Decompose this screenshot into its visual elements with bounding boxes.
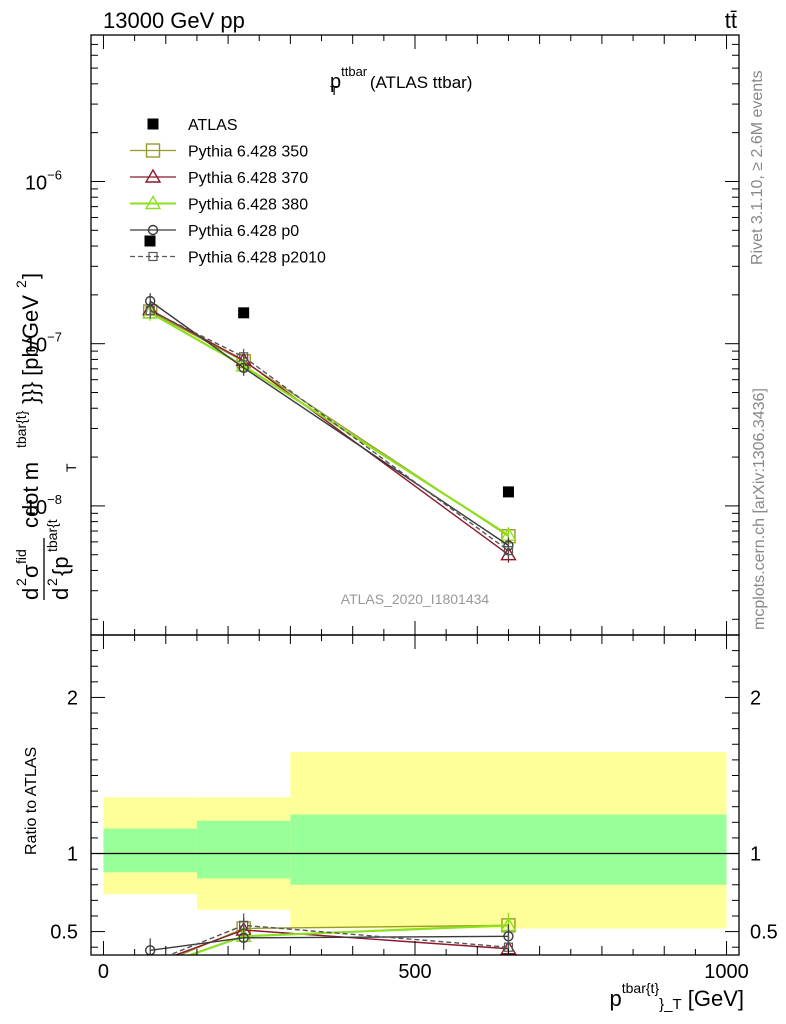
main-ytick-label-2: 10−8 [25,492,62,519]
ratio-band-green-1 [196,820,291,879]
ratio-axis-ticks: 0.5 0.5 1 1 2 2 0 500 1000 [50,634,778,983]
main-series-group [141,293,517,563]
ylabel-p-sub: T [63,463,79,472]
main-title-rest: (ATLAS ttbar) [365,73,472,92]
xlabel-unit: [GeV] [682,986,744,1011]
ylabel-sigma: σ [18,564,43,578]
ratio-plot-area [91,752,739,974]
ratio-xtick-label-2: 1000 [704,961,749,983]
legend-label-5: Pythia 6.428 p2010 [188,250,326,267]
legend-label-2: Pythia 6.428 370 [188,170,308,187]
rivet-version-label: Rivet 3.1.10, ≥ 2.6M events [749,70,766,265]
legend-marker-5 [148,251,158,262]
analysis-watermark: ATLAS_2020_I1801434 [341,591,490,607]
main-title-p: p [330,71,341,93]
main-plot-area [141,293,517,563]
ytick-base: 10 [25,497,47,519]
ratio-band-green-2 [290,814,727,885]
main-ytick-label-1: 10−7 [25,330,62,357]
ratio-point-2-0 [143,962,157,974]
legend-extra-marker [144,235,156,247]
main-axis-ticks: 10−610−710−8 [25,34,739,635]
legend: ATLAS Pythia 6.428 350 Pythia 6.428 370 Pyt… [130,117,326,267]
ytick-exponent: −6 [47,167,62,182]
main-title-sup: ttbar [341,64,368,79]
ytick-exponent: −8 [47,492,62,507]
ylabel-d2-sup: 2 [44,578,60,586]
xlabel-sub: }_T [659,996,682,1013]
legend-label-0: ATLAS [188,117,238,134]
ytick-base: 10 [25,172,47,194]
svg-text:d: d [18,588,43,600]
main-point-5-0 [145,305,155,316]
legend-label-1: Pythia 6.428 350 [188,144,308,161]
legend-marker-4 [147,224,159,236]
main-point-0-1 [502,486,514,498]
ratio-bands-group [91,752,739,929]
mcplots-label: mcplots.cern.ch [arXiv:1306.3436] [751,388,768,630]
ratio-ytick-label-left-1: 1 [67,844,78,866]
ratio-point-0-0 [144,961,157,974]
main-title: pttbar T (ATLAS ttbar) [330,64,472,98]
ylabel-close: ] [18,273,43,279]
xlabel-p: p [610,986,622,1011]
ratio-point-4-0 [146,959,154,967]
ratio-ytick-label-right-0: 0.5 [750,922,778,944]
ratio-ytick-label-right-2: 2 [750,687,761,709]
main-point-5-2 [503,546,514,556]
ylabel-sigma-sup: fid [13,549,29,564]
ratio-xtick-label-1: 500 [398,961,431,983]
legend-marker-3 [144,195,162,210]
ylabel-cdot-sup: tbar{t} [13,410,29,448]
ylabel-d1: d [18,588,43,600]
ylabel-tail: }}} [pb/GeV [18,295,43,404]
ylabel-d2: d [48,588,73,600]
header-right-label: tt̄ [725,8,737,33]
ylabel-d1-sup: 2 [13,578,29,586]
ylabel-p: {p [48,556,73,576]
main-ytick-label-0: 10−6 [25,167,62,194]
ratio-band-green-0 [103,828,197,873]
ratio-ytick-label-right-1: 1 [750,844,761,866]
main-point-0-0 [238,307,250,319]
ylabel-p-sup: tbar{t [44,519,60,552]
ratio-point-4-1 [239,920,249,930]
legend-marker-1 [145,143,161,158]
legend-marker-0 [147,118,159,130]
legend-label-3: Pythia 6.428 380 [188,197,308,214]
ratio-point-1-0 [143,957,157,969]
main-title-sub: T [330,83,338,98]
main-series-line-2 [149,309,509,556]
legend-label-4: Pythia 6.428 p0 [188,223,299,240]
x-axis-label: ptbar{t}}_T [GeV] [610,980,745,1013]
main-y-axis-label: d 2 σ fid d 2 {p tbar{t T cdot m tbar{t}… [13,273,79,600]
ylabel-cdot: cdot m [18,462,43,528]
main-point-5-1 [239,352,249,362]
ratio-ytick-label-left-2: 2 [67,687,78,709]
xlabel-sup: tbar{t} [622,980,660,996]
ylabel-tail-sup: 2 [13,280,29,288]
ratio-ytick-label-left-0: 0.5 [50,922,78,944]
header-left-label: 13000 GeV pp [103,8,245,33]
legend-marker-2 [144,168,162,183]
ytick-base: 10 [25,335,47,357]
ratio-series-line-1 [173,929,509,955]
ytick-exponent: −7 [47,330,62,345]
ratio-y-axis-label: Ratio to ATLAS [23,747,40,855]
ratio-xtick-label-0: 0 [98,961,109,983]
